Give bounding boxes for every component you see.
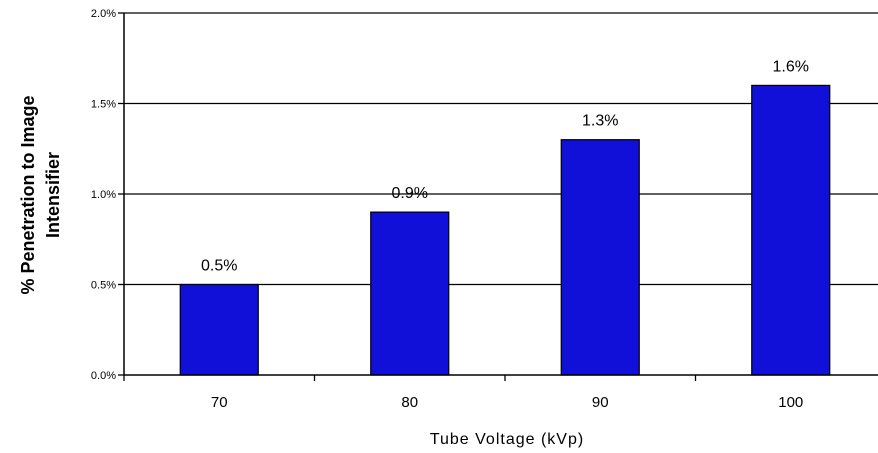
data-label: 1.3% bbox=[582, 113, 618, 130]
y-axis-title: % Penetration to Image Intensifier bbox=[18, 95, 63, 294]
axes bbox=[118, 12, 878, 381]
y-tick-label: 0.5% bbox=[91, 280, 116, 292]
bar bbox=[751, 84, 831, 376]
data-label: 0.9% bbox=[392, 185, 428, 202]
x-tick-label: 70 bbox=[211, 394, 228, 411]
data-label: 0.5% bbox=[201, 258, 237, 275]
x-tick-label: 80 bbox=[401, 394, 418, 411]
x-tick-labels: 70 80 90 100 bbox=[211, 394, 803, 411]
x-tick-label: 100 bbox=[778, 394, 803, 411]
x-tick-label: 90 bbox=[592, 394, 609, 411]
bar bbox=[179, 283, 259, 376]
y-tick-labels: 0.0% 0.5% 1.0% 1.5% 2.0% bbox=[91, 8, 116, 382]
y-tick-label: 1.5% bbox=[91, 99, 116, 111]
x-axis-title: Tube Voltage (kVp) bbox=[430, 431, 584, 448]
data-labels: 0.5% 0.9% 1.3% 1.6% bbox=[201, 58, 809, 274]
y-tick-label: 0.0% bbox=[91, 370, 116, 382]
data-label: 1.6% bbox=[773, 58, 809, 75]
bar bbox=[370, 211, 450, 376]
y-axis-title-line-2: Intensifier bbox=[43, 152, 63, 238]
y-tick-label: 1.0% bbox=[91, 189, 116, 201]
bar bbox=[560, 139, 640, 376]
y-tick-label: 2.0% bbox=[91, 8, 116, 20]
y-axis-title-line-1: % Penetration to Image bbox=[18, 95, 38, 294]
bars bbox=[179, 84, 831, 376]
